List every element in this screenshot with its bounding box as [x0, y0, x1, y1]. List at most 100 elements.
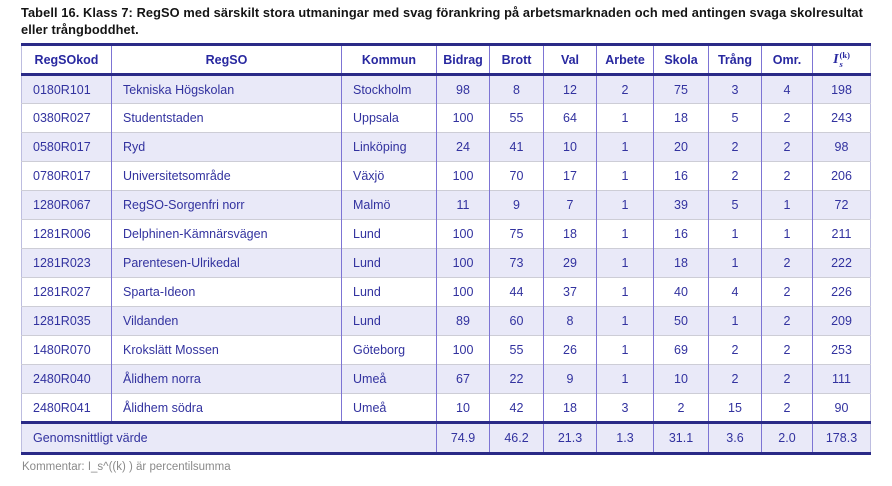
cell-value: 10 [543, 132, 597, 162]
index-symbol-superscript: (k) [839, 50, 850, 61]
cell-value: 12 [543, 74, 597, 104]
cell-value: 5 [708, 190, 762, 220]
cell-value: 50 [653, 306, 709, 336]
cell-value: 1 [596, 306, 654, 336]
cell-value: 10 [436, 393, 490, 423]
footer-value-omr: 2.0 [761, 421, 813, 454]
table-title: Tabell 16. Klass 7: RegSO med särskilt s… [21, 5, 863, 37]
cell-value: 2 [761, 161, 813, 191]
cell-value: 2 [761, 306, 813, 336]
cell-value: 2 [596, 74, 654, 104]
cell-value: 100 [436, 335, 490, 365]
cell-regso-name: Krokslätt Mossen [111, 335, 342, 365]
cell-regso-name: Tekniska Högskolan [111, 74, 342, 104]
col-header-skola: Skola [653, 44, 709, 77]
table-row: 0180R101 Tekniska Högskolan Stockholm 98 8 12… [21, 74, 871, 104]
cell-value: 75 [489, 219, 544, 249]
cell-value: 100 [436, 161, 490, 191]
cell-regso-code: 1480R070 [21, 335, 112, 365]
cell-value: 42 [489, 393, 544, 423]
cell-value: 100 [436, 219, 490, 249]
cell-value: 1 [596, 364, 654, 394]
cell-regso-code: 0180R101 [21, 74, 112, 104]
cell-regso-name: Vildanden [111, 306, 342, 336]
cell-kommun: Växjö [341, 161, 437, 191]
cell-value: 70 [489, 161, 544, 191]
cell-value: 1 [596, 335, 654, 365]
cell-value: 7 [543, 190, 597, 220]
cell-regso-code: 1281R035 [21, 306, 112, 336]
cell-value: 15 [708, 393, 762, 423]
table-body: 0180R101 Tekniska Högskolan Stockholm 98 8 12… [21, 74, 871, 423]
cell-regso-code: 0780R017 [21, 161, 112, 191]
cell-regso-code: 1281R006 [21, 219, 112, 249]
cell-value: 73 [489, 248, 544, 278]
cell-value: 29 [543, 248, 597, 278]
cell-value: 2 [761, 103, 813, 133]
cell-value: 41 [489, 132, 544, 162]
cell-value: 2 [708, 335, 762, 365]
cell-kommun: Lund [341, 248, 437, 278]
cell-regso-name: Ålidhem norra [111, 364, 342, 394]
index-symbol-base: I [833, 51, 839, 67]
cell-value: 2 [761, 132, 813, 162]
footer-value-val: 21.3 [543, 421, 597, 454]
cell-value: 2 [708, 132, 762, 162]
table-header: RegSOkod RegSO Kommun Bidrag Brott Val A… [21, 44, 871, 77]
document-page: Tabell 16. Klass 7: RegSO med särskilt s… [21, 5, 871, 473]
table-footer: Genomsnittligt värde 74.9 46.2 21.3 1.3 … [21, 421, 871, 454]
col-header-index-symbol: I (k) s [812, 44, 871, 77]
cell-value: 72 [812, 190, 871, 220]
cell-value: 2 [761, 364, 813, 394]
cell-kommun: Umeå [341, 393, 437, 423]
cell-value: 9 [543, 364, 597, 394]
cell-value: 40 [653, 277, 709, 307]
cell-value: 2 [761, 393, 813, 423]
cell-value: 206 [812, 161, 871, 191]
cell-value: 69 [653, 335, 709, 365]
cell-value: 4 [761, 74, 813, 104]
cell-regso-name: Parentesen-Ulrikedal [111, 248, 342, 278]
footer-value-brott: 46.2 [489, 421, 544, 454]
table-row: 0780R017 Universitetsområde Växjö 100 70 17 1 1… [21, 161, 871, 191]
footer-value-index: 178.3 [812, 421, 871, 454]
cell-kommun: Uppsala [341, 103, 437, 133]
cell-regso-code: 1280R067 [21, 190, 112, 220]
footer-value-skola: 31.1 [653, 421, 709, 454]
col-header-omr: Omr. [761, 44, 813, 77]
cell-value: 100 [436, 248, 490, 278]
col-header-arbete: Arbete [596, 44, 654, 77]
cell-value: 4 [708, 277, 762, 307]
cell-value: 2 [653, 393, 709, 423]
cell-value: 98 [812, 132, 871, 162]
cell-value: 5 [708, 103, 762, 133]
cell-kommun: Stockholm [341, 74, 437, 104]
col-header-regso: RegSO [111, 44, 342, 77]
cell-kommun: Lund [341, 277, 437, 307]
cell-value: 75 [653, 74, 709, 104]
cell-regso-code: 2480R041 [21, 393, 112, 423]
regso-table: RegSOkod RegSO Kommun Bidrag Brott Val A… [21, 43, 871, 456]
cell-value: 37 [543, 277, 597, 307]
cell-value: 16 [653, 219, 709, 249]
cell-value: 2 [708, 364, 762, 394]
cell-regso-code: 0580R017 [21, 132, 112, 162]
cell-regso-name: Universitetsområde [111, 161, 342, 191]
table-row: 0580R017 Ryd Linköping 24 41 10 1 20 2 2 98 [21, 132, 871, 162]
cell-value: 98 [436, 74, 490, 104]
cell-value: 26 [543, 335, 597, 365]
cell-value: 11 [436, 190, 490, 220]
cell-value: 226 [812, 277, 871, 307]
cell-value: 8 [489, 74, 544, 104]
table-row: 0380R027 Studentstaden Uppsala 100 55 64 1 18 5 2… [21, 103, 871, 133]
cell-value: 243 [812, 103, 871, 133]
cell-regso-code: 0380R027 [21, 103, 112, 133]
col-header-trang: Trång [708, 44, 762, 77]
cell-value: 1 [708, 306, 762, 336]
cell-value: 60 [489, 306, 544, 336]
cell-regso-name: Sparta-Ideon [111, 277, 342, 307]
cell-regso-code: 1281R027 [21, 277, 112, 307]
cell-value: 1 [761, 219, 813, 249]
cell-value: 3 [596, 393, 654, 423]
footer-value-trang: 3.6 [708, 421, 762, 454]
